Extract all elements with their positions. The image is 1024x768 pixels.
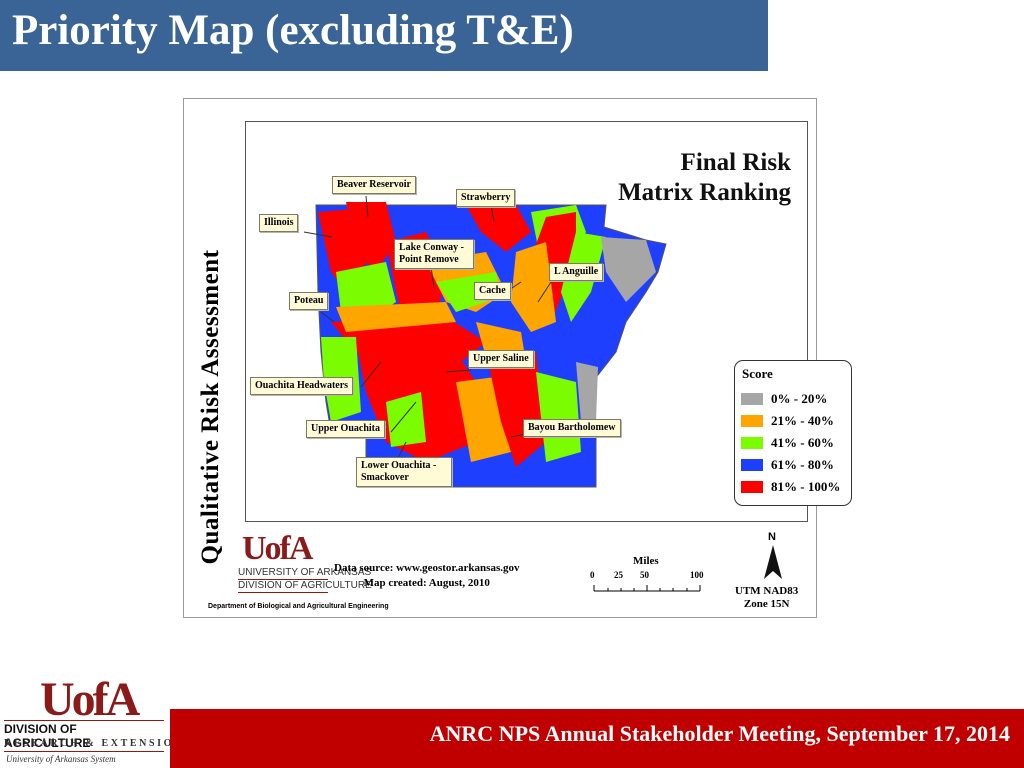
map-figure: Qualitative Risk Assessment (183, 98, 852, 618)
region-red-south (486, 352, 546, 467)
legend-swatch (741, 437, 763, 449)
region-gray-east (601, 237, 656, 302)
footer-logo-division: DIVISION OF AGRICULTURE (4, 720, 164, 752)
callout-lower-ouachita: Lower Ouachita - Smackover (356, 457, 452, 487)
ua-logo: UofA UNIVERSITY OF ARKANSAS DIVISION OF … (238, 530, 372, 593)
north-arrow-icon (764, 545, 782, 579)
callout-beaver-reservoir: Beaver Reservoir (332, 176, 416, 194)
legend-item: 81% - 100% (741, 479, 851, 494)
leader-poteau (320, 311, 335, 323)
callout-upper-ouachita: Upper Ouachita (306, 420, 385, 438)
data-source-block: Data source: www.geostor.arkansas.gov Ma… (334, 561, 519, 591)
leader-lakeconway (430, 266, 435, 288)
callout-l-anguille: L Anguille (549, 263, 604, 281)
region-beaver-red (346, 202, 396, 272)
footer-text: ANRC NPS Annual Stakeholder Meeting, Sep… (429, 721, 1010, 746)
region-orange-river (336, 302, 456, 332)
legend-item: 21% - 40% (741, 413, 851, 428)
legend-swatch (741, 415, 763, 427)
slide-title: Priority Map (excluding T&E) (12, 7, 574, 54)
legend-title: Score (742, 366, 773, 381)
scale-tick-label: 25 (614, 570, 623, 580)
footer-logo-system: University of Arkansas System (6, 754, 116, 764)
region-green-south (386, 392, 426, 447)
legend-label: 81% - 100% (771, 479, 841, 494)
projection-line2: Zone 15N (743, 598, 790, 610)
legend-label: 21% - 40% (771, 413, 834, 428)
north-label: N (768, 531, 776, 543)
legend-swatch (741, 481, 763, 493)
scale-tick-label: 100 (690, 570, 704, 580)
projection-label: UTM NAD83 Zone 15N (735, 585, 798, 611)
footer-logo-mark: UofA (40, 673, 140, 726)
legend-item: 61% - 80% (741, 457, 851, 472)
footer-bar: ANRC NPS Annual Stakeholder Meeting, Sep… (170, 709, 1024, 768)
scale-bar-title: Miles (633, 555, 659, 567)
footer-logo-research: RESEARCH & EXTENSION (4, 738, 184, 749)
callout-bayou-bartholomew: Bayou Bartholomew (523, 419, 621, 437)
title-bar: Priority Map (excluding T&E) (0, 0, 768, 71)
callout-lake-conway: Lake Conway - Point Remove (394, 239, 474, 269)
callout-strawberry: Strawberry (456, 189, 516, 207)
footer-logo: UofA DIVISION OF AGRICULTURE RESEARCH & … (0, 672, 181, 768)
legend-label: 41% - 60% (771, 435, 834, 450)
legend-label: 0% - 20% (771, 391, 828, 406)
leader-illinois (303, 231, 333, 238)
region-green-se (536, 372, 581, 462)
scale-tick-label: 0 (590, 570, 595, 580)
legend-swatch (741, 459, 763, 471)
leader-languille (537, 281, 552, 303)
legend-item: 41% - 60% (741, 435, 851, 450)
map-vertical-title: Qualitative Risk Assessment (197, 249, 224, 565)
region-gray-se (576, 362, 598, 422)
data-source: Data source: www.geostor.arkansas.gov (334, 562, 520, 574)
leader-uppersaline (445, 369, 472, 373)
legend-swatch (741, 393, 763, 405)
legend-label: 61% - 80% (771, 457, 834, 472)
map-heading-line1: Final Risk (680, 149, 791, 176)
callout-cache: Cache (474, 282, 511, 300)
callout-upper-saline: Upper Saline (468, 350, 534, 368)
leader-ouachitahw (360, 361, 382, 388)
map-panel: Final Risk Matrix Ranking Beaver Reservo… (245, 121, 852, 522)
callout-ouachita-headwaters: Ouachita Headwaters (250, 377, 354, 395)
map-heading: Final Risk Matrix Ranking (618, 148, 791, 208)
projection-line1: UTM NAD83 (735, 585, 799, 597)
leader-beaver (365, 195, 369, 218)
leader-upperouachita (390, 401, 417, 433)
map-created: Map created: August, 2010 (363, 577, 490, 589)
map-heading-line2: Matrix Ranking (618, 179, 791, 206)
legend-item: 0% - 20% (741, 391, 851, 406)
map-legend: Score 0% - 20% 21% - 40% 41% - 60% 61% -… (734, 360, 852, 506)
ua-logo-line1: UNIVERSITY OF ARKANSAS (238, 567, 372, 580)
ua-logo-line2: DIVISION OF AGRICULTURE (238, 580, 372, 593)
leader-strawberry (490, 203, 495, 223)
department-label: Department of Biological and Agricultura… (208, 603, 389, 610)
region-orange-east (511, 242, 556, 332)
scale-tick-label: 50 (640, 570, 649, 580)
ua-logo-mark: UofA (242, 530, 313, 567)
callout-illinois: Illinois (259, 214, 299, 232)
scale-bar (593, 585, 701, 592)
region-strawberry-red (466, 205, 531, 252)
callout-poteau: Poteau (289, 292, 329, 310)
